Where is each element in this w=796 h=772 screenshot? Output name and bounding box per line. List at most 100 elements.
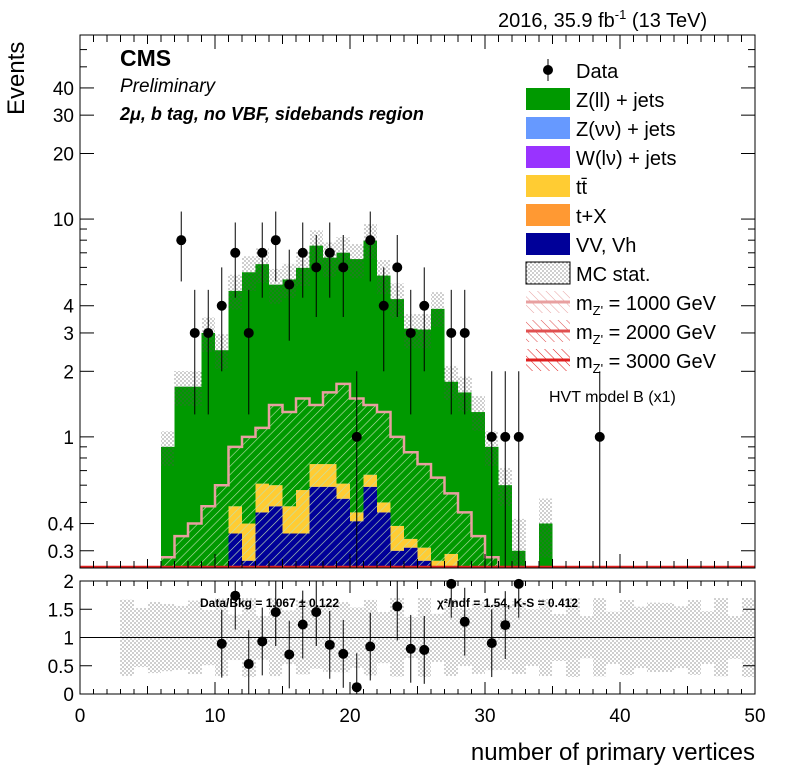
legend-entry-0: Data (543, 59, 619, 83)
mc-stat-bin-28 (539, 498, 553, 558)
data-points (176, 211, 605, 568)
ratio-y-tick-label-1: 0.5 (48, 657, 74, 678)
ratio-point-1 (230, 590, 241, 601)
data-point-17 (405, 327, 416, 338)
ratio-point-0 (216, 638, 227, 649)
y-tick-label-7: 20 (53, 145, 74, 166)
ratio-y-tick-label-3: 1.5 (48, 600, 74, 621)
y-tick-label-9: 40 (53, 79, 74, 100)
data-point-10 (311, 262, 322, 273)
x-tick-label-2: 20 (339, 706, 360, 727)
legend-entry-8: mZ' = 1000 GeV (526, 291, 717, 318)
data-point-9 (297, 247, 308, 258)
ratio-point-13 (405, 643, 416, 654)
data-point-19 (446, 327, 457, 338)
legend-entry-10: mZ' = 3000 GeV (526, 349, 717, 376)
legend-label-3: W(lν) + jets (576, 148, 677, 170)
data-point-3 (216, 300, 227, 311)
legend-label-9: mZ' = 2000 GeV (576, 322, 717, 347)
y-tick-label-2: 1 (63, 428, 74, 449)
ratio-points (216, 578, 524, 694)
legend-entry-1: Z(ll) + jets (526, 88, 664, 112)
data-point-7 (270, 235, 281, 246)
data-point-20 (459, 327, 470, 338)
data-point-8 (284, 279, 295, 290)
legend-label-7: MC stat. (576, 264, 650, 286)
mc-stat-bin-20 (431, 292, 445, 327)
data-point-16 (392, 262, 403, 273)
data-point-18 (419, 300, 430, 311)
legend-entry-3: W(lν) + jets (526, 146, 677, 170)
experiment-label: CMS (120, 45, 171, 71)
x-tick-label-4: 40 (609, 706, 630, 727)
ratio-point-14 (419, 644, 430, 655)
legend-label-5: t+X (576, 206, 607, 228)
legend-label-1: Z(ll) + jets (576, 90, 664, 112)
x-axis-label: number of primary vertices (471, 739, 755, 766)
mc-stat-bin-23 (471, 396, 485, 431)
ratio-point-17 (486, 638, 497, 649)
ratio-point-3 (257, 636, 268, 647)
y-tick-label-4: 3 (63, 324, 74, 345)
legend-label-2: Z(νν) + jets (576, 119, 675, 141)
signal-line-0 (161, 382, 607, 568)
legend-label-10: mZ' = 3000 GeV (576, 351, 717, 376)
ratio-y-tick-label-2: 1 (63, 629, 74, 650)
ratio-y-tick-label-0: 0 (63, 685, 74, 706)
ratio-point-10 (351, 682, 362, 693)
x-tick-label-5: 50 (744, 706, 765, 727)
y-tick-label-8: 30 (53, 106, 74, 127)
data-point-24 (594, 431, 605, 442)
ratio-y-tick-label-4: 2 (63, 572, 74, 593)
legend-label-8: mZ' = 1000 GeV (576, 293, 717, 318)
ratio-point-9 (338, 648, 349, 659)
legend-entry-4: tt̄ (526, 175, 588, 199)
ratio-point-16 (459, 616, 470, 627)
data-point-23 (513, 431, 524, 442)
y-tick-label-1: 0.4 (48, 515, 75, 536)
ratio-point-4 (270, 607, 281, 618)
data-point-13 (351, 431, 362, 442)
mc-stat-bin-0 (161, 431, 175, 466)
ratio-point-8 (324, 639, 335, 650)
y-tick-label-6: 10 (53, 210, 74, 231)
region-label: 2μ, b tag, no VBF, sidebands region (119, 104, 424, 124)
data-point-22 (500, 431, 511, 442)
ratio-annotation-right: χ²/ndf = 1.54, K-S = 0.412 (437, 596, 578, 610)
data-point-21 (486, 431, 497, 442)
ratio-y-ticks: 0 0.5 1 1.5 2 (48, 572, 755, 706)
legend-label-6: VV, Vh (576, 235, 636, 257)
legend-entry-9: mZ' = 2000 GeV (526, 320, 717, 347)
lumi-label: 2016, 35.9 fb-1 (13 TeV) (498, 7, 707, 32)
x-tick-label-3: 30 (474, 706, 495, 727)
ratio-point-19 (513, 578, 524, 589)
legend-label-4: tt̄ (576, 177, 588, 199)
data-point-4 (230, 247, 241, 258)
y-tick-label-3: 2 (63, 362, 74, 383)
ratio-point-15 (446, 578, 457, 589)
mc-stat-bin-6 (242, 256, 256, 292)
y-tick-label-5: 4 (63, 297, 74, 318)
data-point-15 (378, 300, 389, 311)
data-point-6 (257, 247, 268, 258)
x-ticks: 0 10 20 30 40 50 (75, 581, 766, 727)
y-axis-label: Events (3, 42, 30, 115)
data-point-14 (365, 235, 376, 246)
ratio-point-18 (500, 620, 511, 631)
data-point-11 (324, 247, 335, 258)
data-point-5 (243, 327, 254, 338)
x-tick-label-0: 0 (75, 706, 86, 727)
ratio-point-12 (392, 601, 403, 612)
ratio-point-6 (297, 619, 308, 630)
y-tick-label-0: 0.3 (48, 542, 74, 563)
x-tick-label-1: 10 (204, 706, 225, 727)
main-plot: 0.3 0.4 1 2 3 4 10 20 30 40 (48, 34, 756, 569)
ratio-point-2 (243, 659, 254, 670)
legend-entry-2: Z(νν) + jets (526, 117, 675, 141)
mc-stat-bin-14 (350, 244, 364, 279)
bar-z-ll-jets-0 (161, 446, 175, 568)
legend: Data Z(ll) + jets Z(νν) + jets W(lν) + jets… (525, 59, 717, 376)
ratio-point-11 (365, 641, 376, 652)
mc-stat-bin-8 (269, 268, 283, 304)
data-point-2 (203, 327, 214, 338)
